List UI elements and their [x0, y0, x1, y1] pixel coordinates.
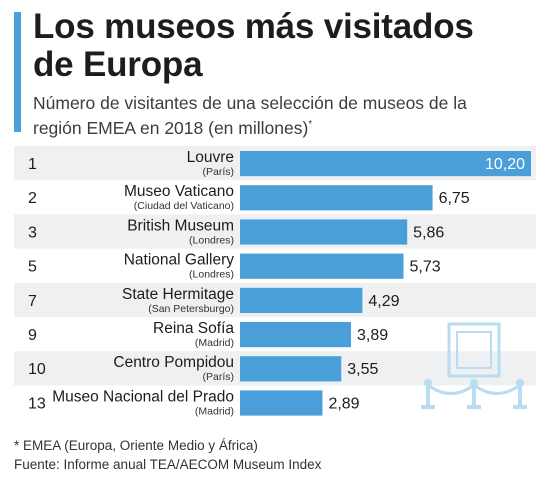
museum-name: Centro Pompidou — [113, 354, 234, 371]
stanchion-post — [518, 386, 522, 406]
museum-location: (París) — [203, 166, 235, 178]
title-line-1: Los museos más visitados — [33, 7, 474, 46]
museum-name: State Hermitage — [122, 286, 234, 303]
bar — [240, 390, 323, 416]
rank-label: 13 — [28, 395, 46, 412]
subtitle: Número de visitantes de una selección de… — [33, 92, 533, 139]
value-label: 3,55 — [347, 361, 378, 378]
stanchion-base — [513, 405, 527, 409]
title-line-2: de Europa — [33, 45, 203, 84]
museum-painting-with-rope-barrier-icon — [421, 322, 527, 409]
footnote: * EMEA (Europa, Oriente Medio y África) — [14, 438, 258, 453]
stanchion-post — [472, 386, 476, 406]
subtitle-line-1: Número de visitantes de una selección de… — [33, 93, 467, 113]
bar — [240, 185, 433, 211]
stanchion-base — [421, 405, 435, 409]
museum-name: Reina Sofía — [153, 320, 234, 337]
museum-name: Louvre — [187, 149, 234, 166]
bar — [240, 356, 342, 382]
museum-name: British Museum — [127, 217, 234, 234]
museum-location: (Madrid) — [195, 337, 234, 349]
bar — [240, 219, 408, 245]
value-label: 4,29 — [368, 293, 399, 310]
value-label: 6,75 — [439, 190, 470, 207]
rank-label: 9 — [28, 327, 37, 344]
rank-label: 2 — [28, 190, 37, 207]
museum-name: Museo Nacional del Prado — [52, 388, 234, 405]
painting-frame-outer — [447, 322, 501, 378]
rank-label: 5 — [28, 259, 37, 276]
museum-name: National Gallery — [124, 252, 235, 269]
museum-name: Museo Vaticano — [124, 183, 234, 200]
museum-location: (Londres) — [189, 269, 234, 281]
museum-location: (Ciudad del Vaticano) — [134, 200, 234, 212]
rank-label: 3 — [28, 224, 37, 241]
page-title: Los museos más visitados de Europa — [33, 8, 533, 84]
accent-bar — [14, 12, 21, 132]
museum-location: (San Petersburgo) — [148, 303, 234, 315]
museum-location: (Londres) — [189, 234, 234, 246]
rope-right — [473, 383, 521, 395]
subtitle-footnote-mark: * — [308, 119, 313, 130]
painting-frame-inner — [456, 331, 492, 369]
value-label: 5,86 — [413, 224, 444, 241]
value-label: 10,20 — [485, 156, 525, 173]
rank-label: 7 — [28, 293, 37, 310]
stanchion-base — [467, 405, 481, 409]
bar — [240, 287, 363, 313]
rope-left — [427, 383, 475, 395]
source-note: Fuente: Informe anual TEA/AECOM Museum I… — [14, 457, 322, 472]
footer: * EMEA (Europa, Oriente Medio y África) … — [14, 436, 534, 474]
bar — [240, 322, 351, 348]
bar — [240, 151, 531, 177]
museum-location: (París) — [203, 371, 235, 383]
rank-label: 10 — [28, 361, 46, 378]
value-label: 5,73 — [409, 259, 440, 276]
stanchion-post — [426, 386, 430, 406]
bar — [240, 253, 404, 279]
value-label: 3,89 — [357, 327, 388, 344]
subtitle-line-2: región EMEA en 2018 (en millones) — [33, 117, 309, 138]
museum-location: (Madrid) — [195, 405, 234, 417]
value-label: 2,89 — [328, 395, 359, 412]
rank-label: 1 — [28, 156, 37, 173]
